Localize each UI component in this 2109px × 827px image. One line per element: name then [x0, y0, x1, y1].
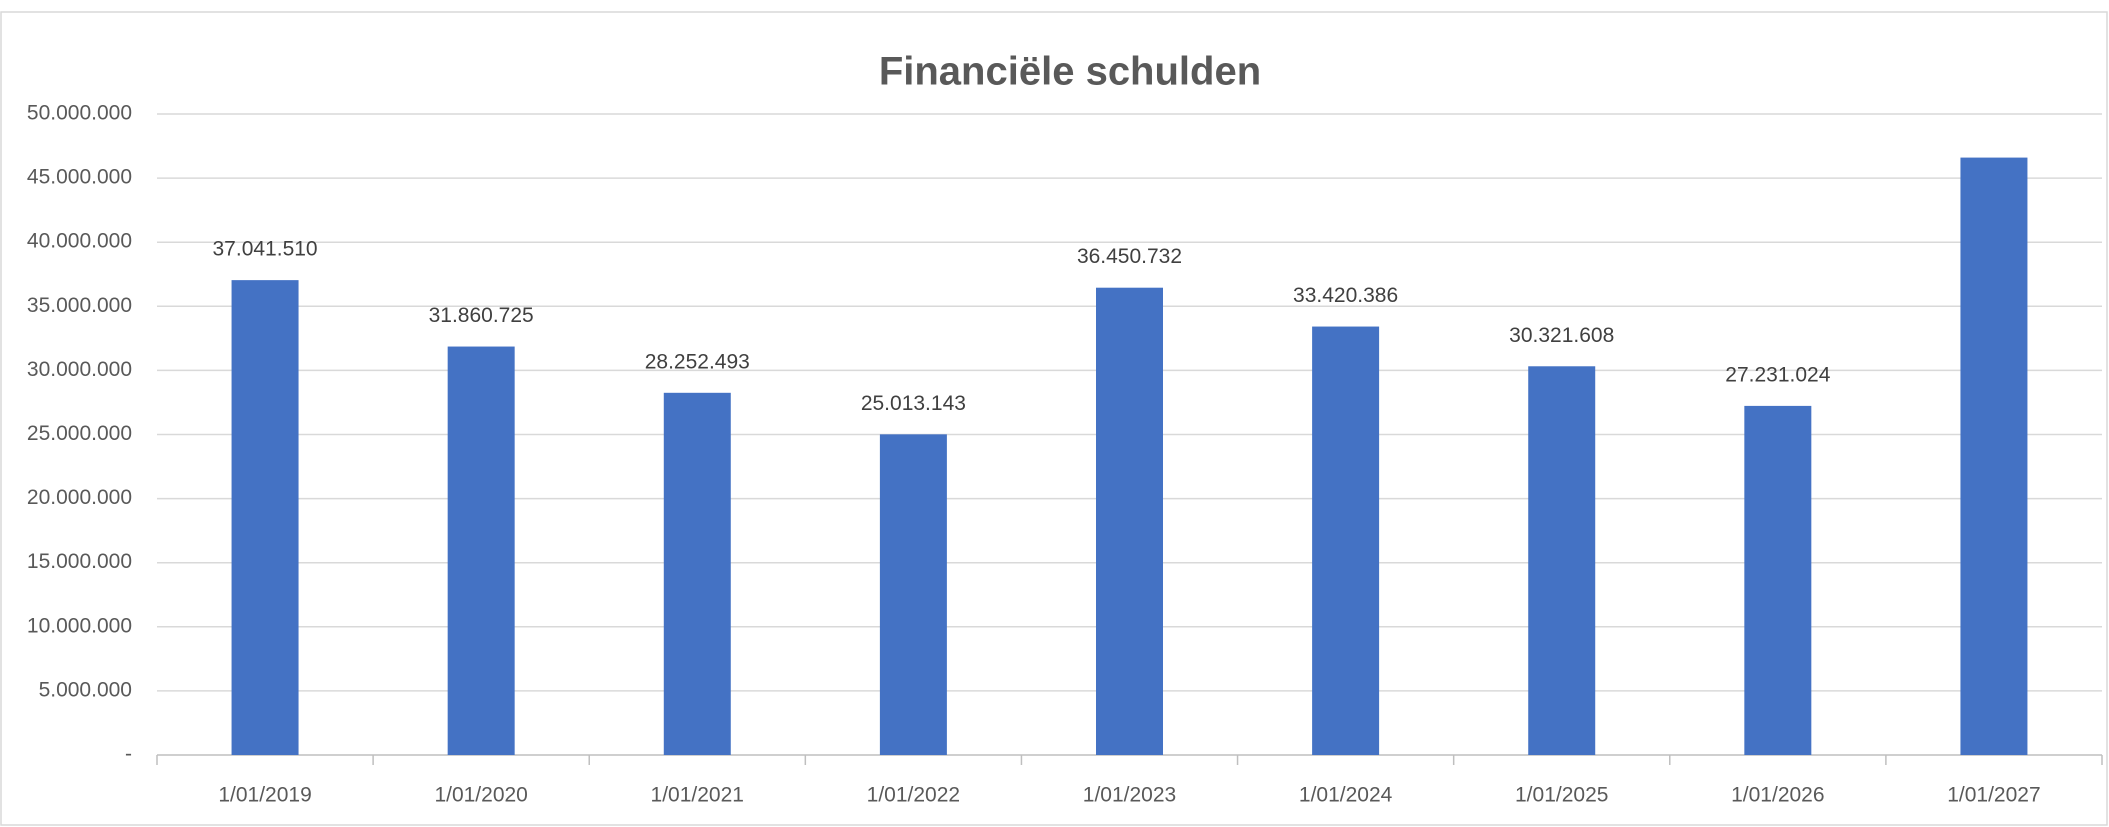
- x-tick-label: 1/01/2025: [1515, 784, 1608, 807]
- bar: [447, 346, 515, 755]
- x-tick-label: 1/01/2023: [1083, 784, 1176, 807]
- bar: [879, 434, 947, 755]
- y-tick-label: 45.000.000: [27, 166, 132, 189]
- bar: [663, 392, 731, 755]
- y-tick-label: 10.000.000: [27, 614, 132, 637]
- data-label: 25.013.143: [861, 392, 966, 415]
- y-tick-label: 40.000.000: [27, 230, 132, 253]
- y-tick-label: 50.000.000: [27, 102, 132, 125]
- data-label: 30.321.608: [1509, 324, 1614, 347]
- x-tick-label: 1/01/2019: [218, 784, 311, 807]
- data-label: 36.450.732: [1077, 245, 1182, 268]
- y-tick-label: 30.000.000: [27, 358, 132, 381]
- x-tick-label: 1/01/2024: [1299, 784, 1393, 807]
- y-tick-label: 20.000.000: [27, 486, 132, 509]
- data-label: 28.252.493: [645, 350, 750, 373]
- data-label: 37.041.510: [213, 238, 318, 261]
- x-tick-label: 1/01/2022: [867, 784, 960, 807]
- bar: [1960, 157, 2028, 755]
- x-tick-label: 1/01/2026: [1731, 784, 1824, 807]
- chart-title: Financiële schulden: [879, 50, 1261, 94]
- bar: [1528, 366, 1596, 755]
- bar: [1744, 405, 1812, 755]
- y-tick-label: 15.000.000: [27, 550, 132, 573]
- x-tick-label: 1/01/2021: [651, 784, 744, 807]
- x-tick-label: 1/01/2020: [434, 784, 527, 807]
- y-tick-label: 35.000.000: [27, 294, 132, 317]
- bar: [231, 280, 299, 755]
- data-label: 27.231.024: [1725, 363, 1830, 386]
- bar: [1312, 326, 1380, 755]
- x-tick-label: 1/01/2027: [1947, 784, 2040, 807]
- y-tick-label: 5.000.000: [39, 678, 132, 701]
- y-tick-label: 25.000.000: [27, 422, 132, 445]
- data-label: 33.420.386: [1293, 284, 1398, 307]
- y-tick-label: -: [125, 743, 132, 766]
- bar: [1096, 287, 1163, 755]
- data-label: 31.860.725: [429, 304, 534, 327]
